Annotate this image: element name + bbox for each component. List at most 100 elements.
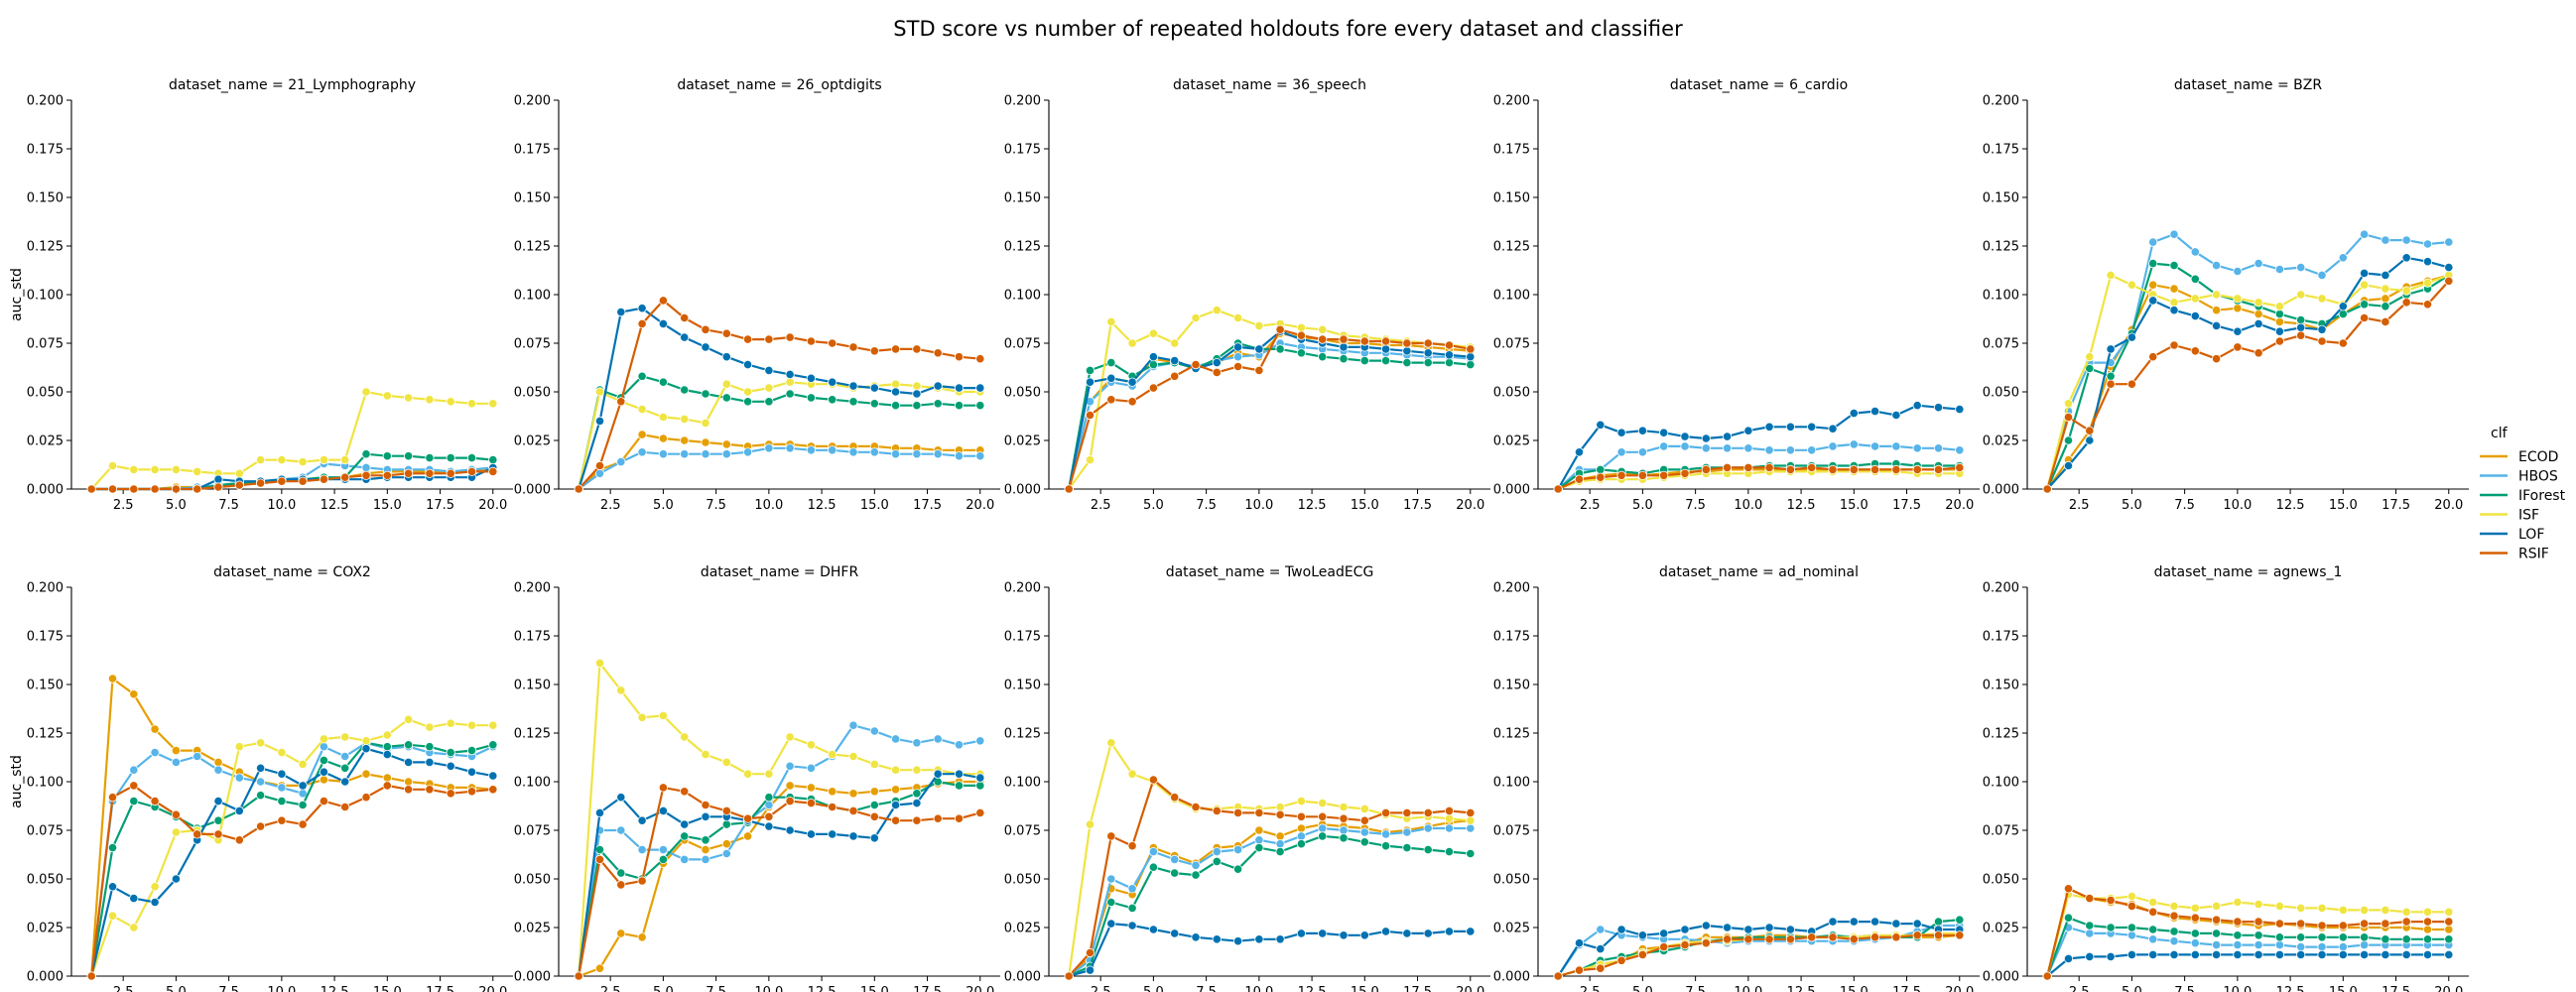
x-tick-label: 17.5 [913, 985, 942, 992]
data-point [1296, 330, 1307, 340]
legend-label: ECOD [2518, 449, 2558, 465]
data-point [403, 714, 414, 724]
y-tick-label: 0.075 [514, 824, 551, 839]
data-point [2190, 913, 2200, 923]
data-point [890, 815, 901, 825]
data-point [277, 747, 287, 758]
facet-panel: dataset_name = TwoLeadECG 0.000 0.025 0.050… [1004, 564, 1490, 992]
y-tick-label: 0.025 [514, 922, 551, 936]
data-point [2274, 309, 2284, 319]
data-point [340, 454, 350, 465]
data-point [425, 395, 435, 405]
y-tick-label: 0.175 [27, 630, 64, 645]
data-point [785, 369, 795, 379]
data-point [2063, 884, 2074, 894]
data-point [488, 785, 498, 795]
data-point [2169, 284, 2179, 294]
data-point [2148, 280, 2158, 290]
y-tick-label: 0.175 [1493, 630, 1530, 645]
y-tick-label: 0.050 [1493, 873, 1530, 888]
data-point [1233, 807, 1243, 818]
x-tick-label: 20.0 [478, 498, 507, 513]
data-point [2212, 949, 2222, 960]
y-tick-label: 0.125 [27, 240, 64, 255]
x-tick-label: 2.5 [600, 985, 621, 992]
data-point [403, 785, 414, 795]
y-tick-label: 0.025 [514, 434, 551, 449]
x-tick-label: 15.0 [373, 498, 402, 513]
y-tick-label: 0.200 [1493, 94, 1530, 109]
data-point [1106, 738, 1116, 748]
data-point [2317, 921, 2327, 930]
data-point [2338, 253, 2348, 263]
data-point [2444, 934, 2454, 944]
facet-panel: dataset_name = 6_cardio 0.000 0.025 0.050 0.… [1493, 77, 1980, 513]
data-point [2422, 949, 2433, 960]
data-point [1849, 917, 1859, 927]
y-tick-label: 0.125 [1983, 727, 2019, 742]
data-point [1466, 815, 1476, 825]
facet-title: dataset_name = DHFR [701, 564, 859, 580]
data-point [1849, 439, 1859, 449]
y-tick-label: 0.200 [1004, 94, 1041, 109]
data-point [1212, 357, 1222, 368]
y-tick-label: 0.100 [514, 776, 551, 791]
data-point [382, 781, 392, 791]
x-tick-label: 15.0 [1840, 498, 1868, 513]
y-tick-label: 0.025 [27, 434, 64, 449]
facet-title: dataset_name = ad_nominal [1659, 564, 1859, 580]
data-point [2233, 294, 2243, 304]
data-point [1870, 932, 1880, 942]
data-point [954, 451, 965, 461]
data-point [2422, 925, 2433, 934]
data-point [1275, 846, 1285, 857]
data-point [721, 806, 731, 816]
data-point [1381, 829, 1391, 839]
data-point [2190, 929, 2200, 938]
data-point [2233, 939, 2243, 950]
x-tick-label: 10.0 [2223, 498, 2252, 513]
data-point [933, 381, 943, 391]
data-point [2254, 309, 2263, 319]
data-point [1423, 357, 1433, 368]
data-point [2296, 262, 2306, 273]
data-point [1423, 844, 1433, 855]
data-point [848, 806, 858, 816]
data-point [1444, 340, 1455, 350]
data-point [1191, 359, 1201, 370]
x-tick-label: 12.5 [1298, 985, 1327, 992]
data-point [764, 334, 774, 344]
data-point [1318, 811, 1328, 821]
data-point [1596, 943, 1606, 954]
data-point [912, 815, 922, 825]
data-point [2381, 302, 2390, 311]
facet-title: dataset_name = TwoLeadECG [1166, 564, 1374, 580]
legend-item-lof: LOF [2480, 527, 2544, 543]
data-point [1444, 357, 1455, 368]
data-point [616, 929, 626, 938]
data-point [1359, 827, 1369, 837]
data-point [298, 759, 308, 770]
data-point [2190, 247, 2200, 257]
data-point [2338, 949, 2348, 960]
x-tick-label: 2.5 [1580, 985, 1601, 992]
y-tick-label: 0.050 [1983, 386, 2019, 401]
y-tick-label: 0.050 [1493, 386, 1530, 401]
data-point [828, 445, 837, 455]
data-point [1637, 426, 1648, 435]
data-point [2296, 932, 2306, 942]
data-point [2148, 258, 2158, 269]
data-point [1596, 464, 1606, 474]
data-point [2401, 917, 2411, 927]
x-tick-label: 12.5 [1787, 985, 1816, 992]
data-point [361, 736, 371, 746]
data-point [869, 399, 879, 409]
data-point [255, 777, 266, 787]
data-point [361, 449, 371, 459]
data-point [1318, 324, 1328, 334]
data-point [742, 359, 753, 370]
data-point [488, 454, 498, 465]
data-point [2106, 895, 2116, 906]
data-point [1402, 842, 1412, 853]
y-tick-label: 0.050 [514, 873, 551, 888]
